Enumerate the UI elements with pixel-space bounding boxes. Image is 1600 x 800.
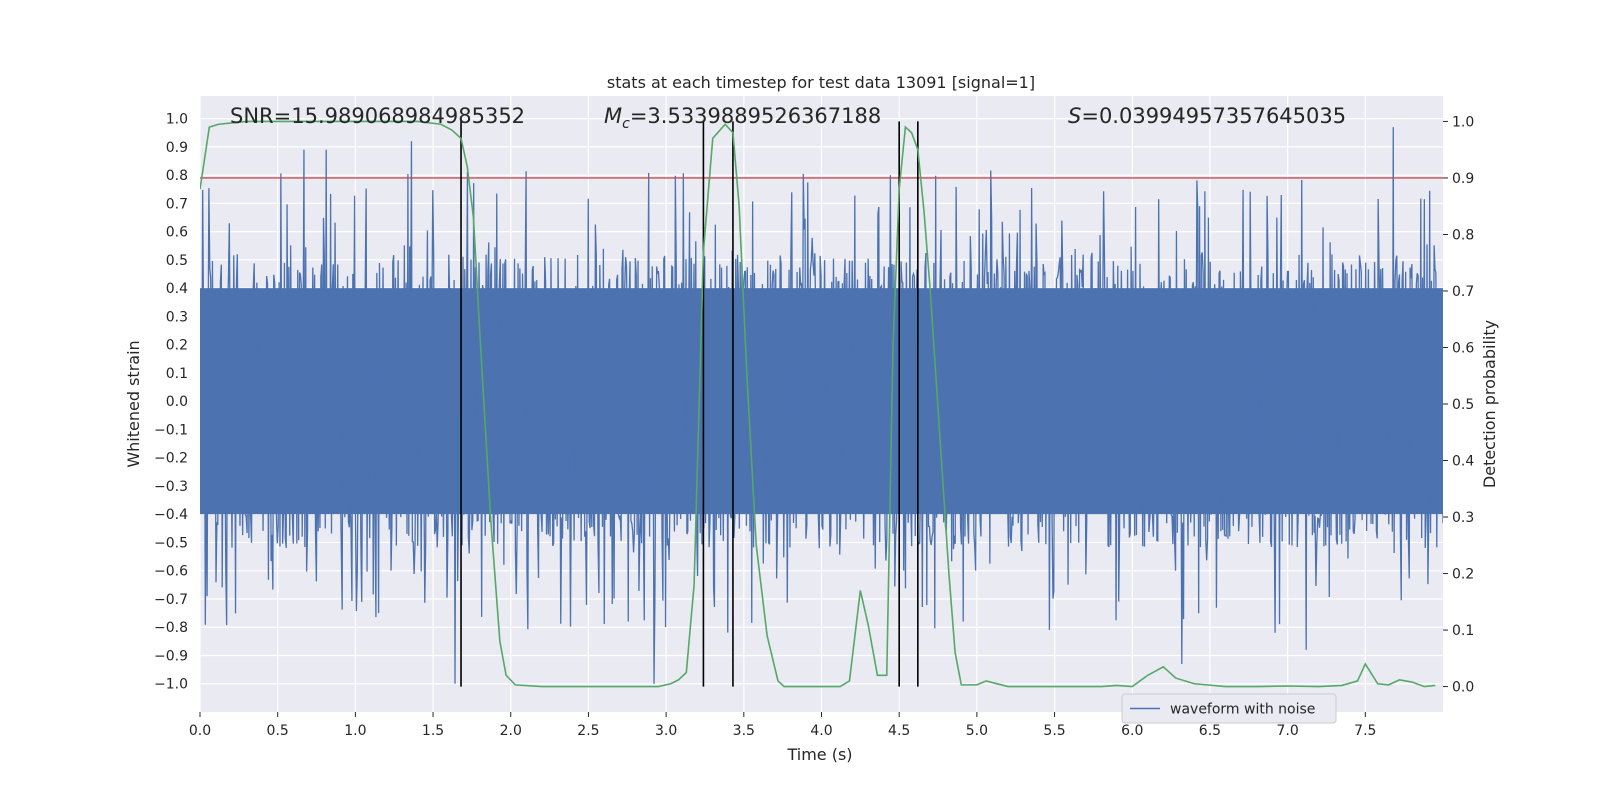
s-value: =0.03994957357645035 [1081,104,1346,128]
x-tick-label: 5.5 [1043,723,1065,739]
x-tick-label: 4.5 [888,723,910,739]
y-tick-label: 0.8 [166,168,188,184]
y-tick-label: −0.1 [154,422,188,438]
y2-tick-label: 0.7 [1452,284,1474,300]
y-tick-label: −0.2 [154,451,188,467]
legend: waveform with noise [1121,693,1337,724]
x-tick-label: 0.0 [189,723,211,739]
y2-tick-label: 1.0 [1452,114,1474,130]
legend-box [1121,693,1337,724]
y-tick-label: 0.3 [166,309,188,325]
s-symbol: S [1068,104,1081,128]
x-tick-label: 6.0 [1121,723,1143,739]
y-tick-label: 0.5 [166,253,188,269]
y2-tick-label: 0.8 [1452,227,1474,243]
waveform-series-line [200,127,1443,684]
y-tick-label: 0.1 [166,366,188,382]
y2-tick-label: 0.9 [1452,171,1474,187]
x-tick-label: 6.5 [1199,723,1221,739]
y-tick-label: 0.2 [166,338,188,354]
y-tick-label: −0.8 [154,620,188,636]
y2-tick-label: 0.4 [1452,454,1474,470]
y-tick-label: −0.7 [154,592,188,608]
chirp-mass-value: =3.5339889526367188 [630,104,881,128]
y2-tick-label: 0.3 [1452,510,1474,526]
legend-label: waveform with noise [1170,702,1315,718]
y2-tick-label: 0.0 [1452,680,1474,696]
y-tick-label: 0.6 [166,225,188,241]
y-tick-label: 0.4 [166,281,188,297]
x-tick-label: 3.0 [655,723,677,739]
y-tick-label: −0.9 [154,648,188,664]
y-tick-label: 0.9 [166,140,188,156]
y2-tick-label: 0.2 [1452,567,1474,583]
y-tick-label: −0.3 [154,479,188,495]
y-tick-label: 0.0 [166,394,188,410]
y2-tick-label: 0.5 [1452,397,1474,413]
x-tick-label: 1.0 [344,723,366,739]
y2-tick-label: 0.6 [1452,340,1474,356]
chirp-mass-subscript: c [622,116,630,132]
axes-layer: 0.0 0.5 1.0 1.5 2.0 2.5 3.0 3.5 4.0 4.5 5.0 5.5 6.0 6… [154,112,1474,739]
overlay-layer [200,120,1443,688]
waveform-layer [200,127,1443,684]
x-tick-label: 2.0 [500,723,522,739]
x-tick-label: 3.5 [733,723,755,739]
x-axis-label: Time (s) [786,745,852,764]
y-tick-label: −1.0 [154,677,188,693]
y-tick-label: −0.6 [154,564,188,580]
x-tick-label: 0.5 [267,723,289,739]
snr-annotation: SNR=15.989068984985352 [230,104,525,128]
y2-axis-label: Detection probability [1480,320,1499,488]
y-tick-label: 1.0 [166,112,188,128]
x-tick-label: 2.5 [577,723,599,739]
x-tick-label: 7.0 [1276,723,1298,739]
x-tick-label: 4.0 [810,723,832,739]
chirp-mass-symbol: M [604,104,622,128]
detection-probability-line [200,120,1436,688]
y-axis-label: Whitened strain [124,340,143,467]
x-tick-label: 1.5 [422,723,444,739]
chart-title: stats at each timestep for test data 130… [607,73,1035,92]
x-tick-label: 7.5 [1354,723,1376,739]
y-tick-label: −0.5 [154,535,188,551]
chirp-mass-annotation: Mc=3.5339889526367188 [604,104,881,132]
y2-tick-label: 0.1 [1452,623,1474,639]
y-tick-label: −0.4 [154,507,188,523]
x-tick-label: 5.0 [966,723,988,739]
s-annotation: S=0.03994957357645035 [1068,104,1346,128]
y-tick-label: 0.7 [166,196,188,212]
